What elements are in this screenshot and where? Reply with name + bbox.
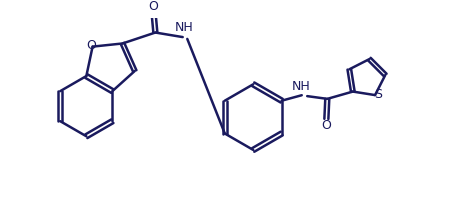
Text: S: S bbox=[374, 88, 382, 101]
Text: O: O bbox=[87, 39, 97, 52]
Text: NH: NH bbox=[174, 21, 193, 35]
Text: NH: NH bbox=[291, 80, 310, 93]
Text: O: O bbox=[149, 0, 158, 13]
Text: O: O bbox=[321, 119, 331, 132]
